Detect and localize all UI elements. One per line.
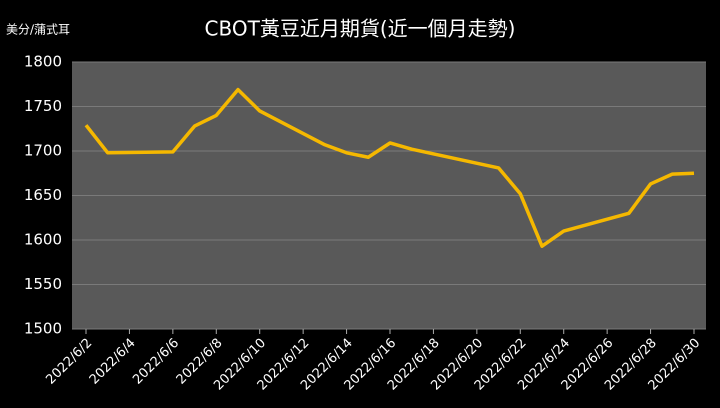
- y-tick-label: 1750: [24, 97, 62, 115]
- y-axis-unit: 美分/蒲式耳: [6, 23, 70, 37]
- chart-title: CBOT黃豆近月期貨(近一個月走勢): [205, 17, 516, 41]
- y-tick-label: 1650: [24, 186, 62, 204]
- y-tick-label: 1500: [24, 320, 62, 338]
- y-tick-label: 1600: [24, 231, 62, 249]
- data-line: [84, 87, 695, 248]
- y-tick-label: 1800: [24, 53, 62, 71]
- y-tick-label: 1550: [24, 275, 62, 293]
- y-tick-label: 1700: [24, 142, 62, 160]
